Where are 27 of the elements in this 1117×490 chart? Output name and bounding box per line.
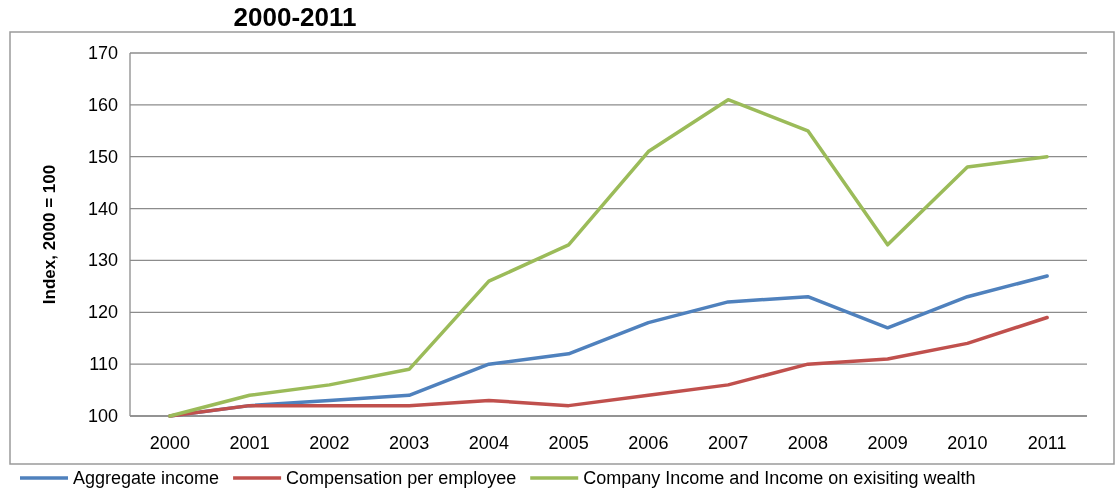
- x-tick-label: 2000: [149, 433, 190, 453]
- x-tick-label: 2010: [947, 433, 988, 453]
- x-tick-label: 2003: [389, 433, 430, 453]
- line-series: [168, 315, 1049, 418]
- x-tick-label: 2002: [309, 433, 350, 453]
- y-tick-label: 120: [87, 302, 118, 323]
- y-tick-label: 140: [87, 198, 118, 219]
- x-tick-label: 2001: [229, 433, 270, 453]
- x-tick-label: 2008: [787, 433, 828, 453]
- y-tick-label: 170: [87, 43, 118, 63]
- legend-label: Aggregate income: [73, 468, 220, 488]
- y-tick-label: 110: [89, 354, 118, 375]
- legend-label: Compensation per employee: [286, 468, 517, 488]
- x-tick-label: 2004: [468, 433, 509, 453]
- y-tick-label: 150: [87, 146, 118, 167]
- y-axis-title: Index, 2000 = 100: [40, 164, 59, 305]
- chart-title: 2000-2011: [233, 2, 357, 32]
- legend-label: Company Income and Income on exisiting wealth: [583, 468, 976, 488]
- y-tick-label: 100: [87, 406, 118, 426]
- x-tick-label: 2006: [628, 433, 669, 453]
- y-tick-label: 130: [87, 250, 118, 271]
- x-tick-label: 2007: [708, 433, 749, 453]
- x-tick-label: 2009: [867, 433, 908, 453]
- x-tick-label: 2005: [548, 433, 589, 453]
- line-series: [168, 97, 1049, 418]
- x-tick-label: 2011: [1027, 433, 1067, 453]
- y-tick-label: 160: [87, 94, 118, 115]
